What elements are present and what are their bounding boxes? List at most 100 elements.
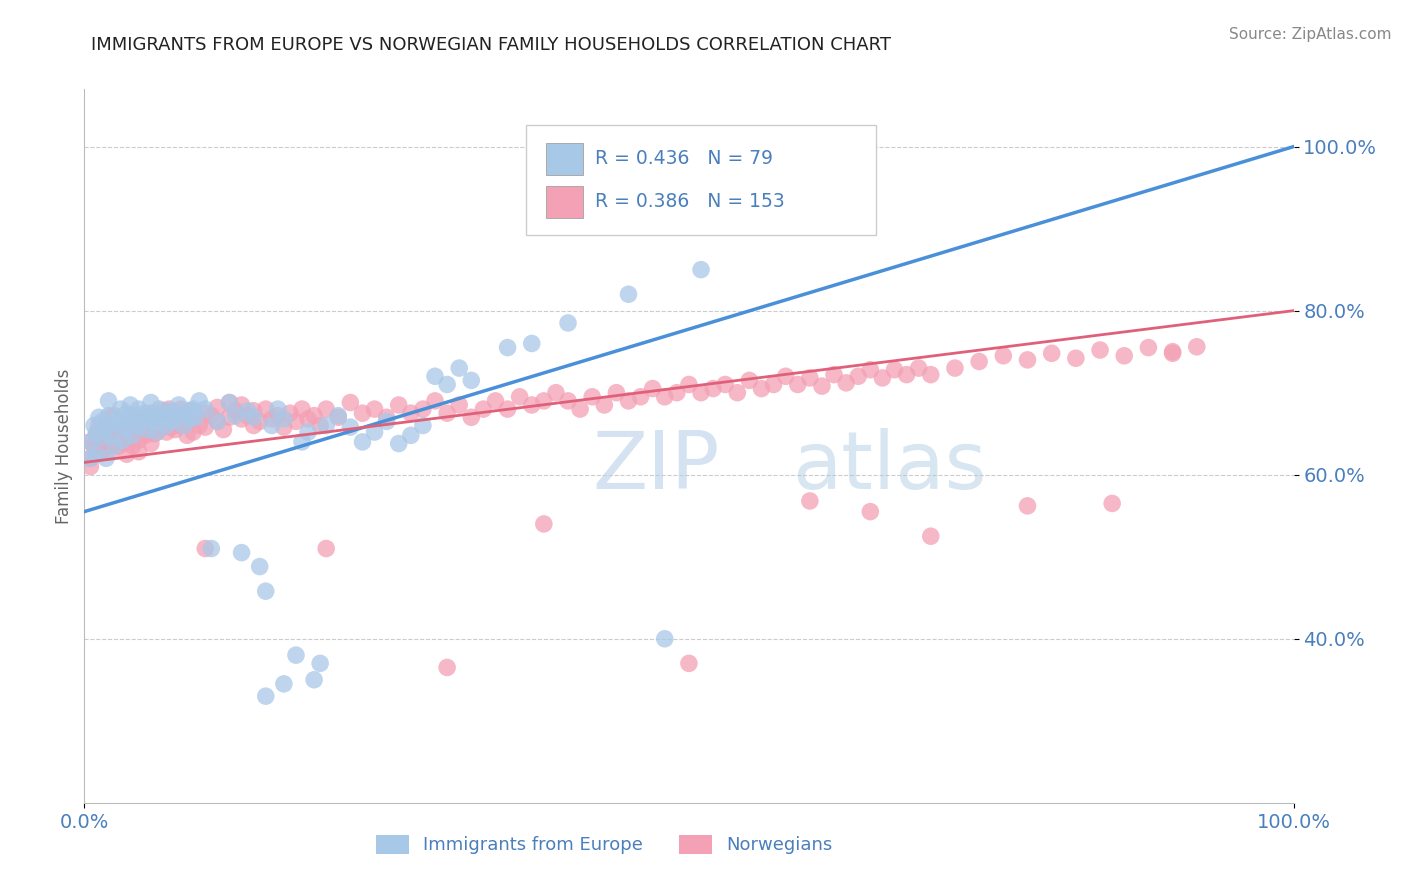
Point bbox=[302, 409, 325, 423]
Point bbox=[920, 529, 942, 543]
Point bbox=[352, 406, 374, 420]
Point bbox=[94, 414, 117, 428]
Point bbox=[131, 412, 153, 426]
Point bbox=[641, 382, 664, 396]
Point bbox=[423, 369, 446, 384]
Point bbox=[581, 390, 603, 404]
Point bbox=[176, 403, 198, 417]
Point bbox=[260, 418, 283, 433]
Point bbox=[94, 451, 117, 466]
Point bbox=[273, 677, 295, 691]
Point bbox=[254, 402, 277, 417]
Point bbox=[297, 425, 319, 439]
Point bbox=[184, 410, 207, 425]
Point bbox=[291, 434, 314, 449]
Point bbox=[375, 414, 398, 428]
Point bbox=[920, 368, 942, 382]
Point bbox=[1185, 340, 1208, 354]
Point bbox=[152, 403, 174, 417]
Point bbox=[86, 426, 108, 441]
Point bbox=[218, 395, 240, 409]
Point bbox=[412, 402, 434, 417]
Point bbox=[120, 418, 142, 433]
Point bbox=[157, 402, 180, 417]
Point bbox=[267, 402, 290, 417]
Point bbox=[97, 439, 120, 453]
Point bbox=[165, 423, 187, 437]
Point bbox=[242, 418, 264, 433]
Point bbox=[835, 376, 858, 390]
Point bbox=[751, 382, 773, 396]
Point bbox=[128, 418, 150, 433]
Text: atlas: atlas bbox=[792, 428, 986, 507]
Point bbox=[254, 584, 277, 599]
Point bbox=[725, 385, 748, 400]
Point bbox=[157, 414, 180, 428]
Point bbox=[194, 406, 217, 420]
Point bbox=[557, 393, 579, 408]
Point bbox=[472, 402, 495, 417]
Point bbox=[139, 436, 162, 450]
Point bbox=[1064, 351, 1087, 366]
Point bbox=[79, 459, 101, 474]
Point bbox=[328, 410, 350, 425]
Point bbox=[107, 439, 129, 453]
Point bbox=[104, 439, 127, 453]
Point bbox=[533, 516, 555, 531]
Point bbox=[249, 414, 271, 428]
Point bbox=[799, 371, 821, 385]
Point bbox=[690, 262, 713, 277]
Point bbox=[460, 373, 482, 387]
Point bbox=[91, 443, 114, 458]
Point bbox=[1040, 346, 1063, 360]
Point bbox=[436, 377, 458, 392]
Point bbox=[207, 414, 229, 428]
Point bbox=[131, 423, 153, 437]
Point bbox=[110, 423, 132, 437]
FancyBboxPatch shape bbox=[547, 143, 582, 175]
Point bbox=[83, 439, 105, 453]
Point bbox=[194, 420, 217, 434]
Point bbox=[520, 336, 543, 351]
Point bbox=[399, 428, 422, 442]
Text: R = 0.436   N = 79: R = 0.436 N = 79 bbox=[595, 149, 773, 168]
Point bbox=[943, 361, 966, 376]
Point bbox=[121, 414, 143, 428]
Point bbox=[412, 418, 434, 433]
Point bbox=[131, 409, 153, 423]
Point bbox=[146, 425, 169, 439]
Point bbox=[115, 412, 138, 426]
Point bbox=[128, 434, 150, 448]
Point bbox=[139, 423, 162, 437]
Point bbox=[460, 410, 482, 425]
Point bbox=[1017, 352, 1039, 367]
Point bbox=[218, 395, 240, 409]
Point bbox=[569, 402, 592, 417]
Point bbox=[738, 373, 761, 387]
FancyBboxPatch shape bbox=[547, 186, 582, 218]
Point bbox=[143, 426, 166, 441]
Point bbox=[388, 436, 411, 450]
Point bbox=[97, 393, 120, 408]
Point bbox=[896, 368, 918, 382]
Point bbox=[97, 423, 120, 437]
Point bbox=[152, 410, 174, 425]
Point bbox=[91, 431, 114, 445]
Point bbox=[110, 431, 132, 445]
Point bbox=[883, 362, 905, 376]
Point bbox=[200, 409, 222, 423]
Point bbox=[86, 447, 108, 461]
FancyBboxPatch shape bbox=[526, 125, 876, 235]
Point bbox=[110, 402, 132, 417]
Text: R = 0.386   N = 153: R = 0.386 N = 153 bbox=[595, 192, 785, 211]
Point bbox=[967, 354, 990, 368]
Point bbox=[110, 418, 132, 433]
Point bbox=[630, 390, 652, 404]
Point bbox=[134, 406, 156, 420]
Point bbox=[176, 414, 198, 428]
Point bbox=[155, 418, 177, 433]
Point bbox=[207, 414, 229, 428]
Point bbox=[207, 401, 229, 415]
Point bbox=[184, 409, 207, 423]
Point bbox=[315, 541, 337, 556]
